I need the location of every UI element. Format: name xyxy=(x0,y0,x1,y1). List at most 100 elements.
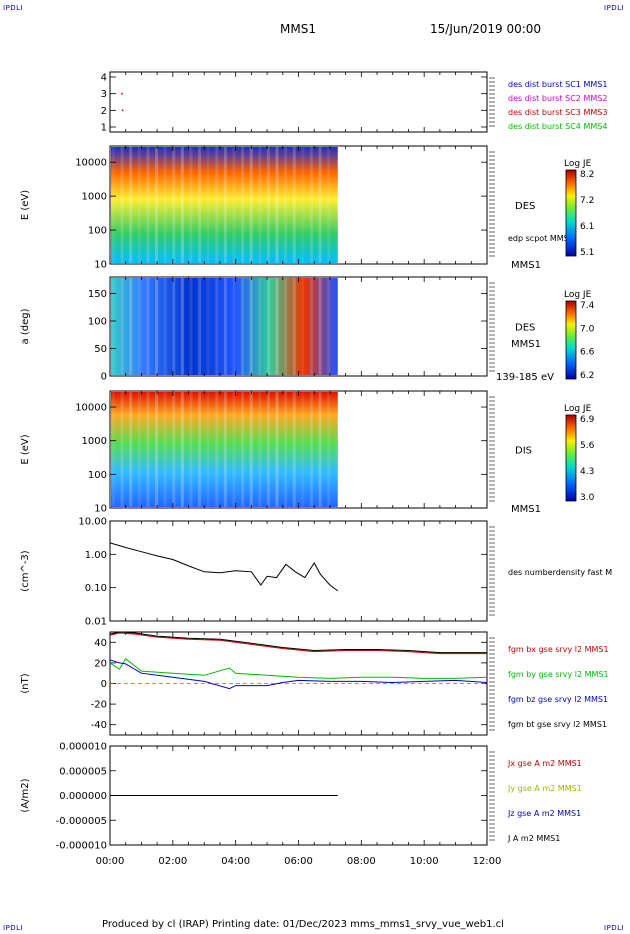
header-date: 15/Jun/2019 00:00 xyxy=(430,22,542,36)
colorbar-tick-label: 7.2 xyxy=(580,196,594,206)
heatmap-stripe xyxy=(301,147,305,263)
colorbar-3 xyxy=(565,414,577,502)
heatmap-stripe xyxy=(223,147,227,263)
colorbar-tick-label: 6.1 xyxy=(580,222,594,232)
heatmap-stripe xyxy=(155,147,159,263)
y-tick-label: 50 xyxy=(94,344,107,355)
heatmap-stripe xyxy=(241,147,245,263)
series-legend-6-2: Jz gse A m2 MMS1 xyxy=(507,809,581,818)
heatmap-stripe xyxy=(180,278,184,375)
series-legend-6-1: Jy gse A m2 MMS1 xyxy=(507,784,582,793)
heatmap-stripe xyxy=(327,147,331,263)
series-line-5-0 xyxy=(109,632,487,655)
series-legend-5-2: fgm bz gse srvy l2 MMS1 xyxy=(508,695,608,704)
heatmap-stripe xyxy=(327,392,331,507)
heatmap-stripe xyxy=(266,392,270,507)
heatmap-stripe xyxy=(129,392,133,507)
time-tick-label: 10:00 xyxy=(410,856,439,867)
heatmap-stripe xyxy=(309,278,313,375)
heatmap-stripe xyxy=(292,392,296,507)
heatmap-stripe xyxy=(309,392,313,507)
heatmap-stripe xyxy=(232,392,236,507)
colorbar-tick-label: 8.2 xyxy=(580,170,594,180)
heatmap-stripe xyxy=(120,147,124,263)
y-tick-label: 0.000010 xyxy=(59,742,107,753)
y-tick-label: 0 xyxy=(101,372,107,383)
heatmap-stripe xyxy=(284,278,288,375)
series-legend-5-0: fgm bx gse srvy l2 MMS1 xyxy=(508,645,609,654)
series-legend-5-3: fgm bt gse srvy l2 MMS1 xyxy=(508,720,607,729)
heatmap-stripe xyxy=(137,392,141,507)
heatmap-stripe xyxy=(189,392,193,507)
heatmap-stripe xyxy=(241,392,245,507)
heatmap-stripe xyxy=(223,278,227,375)
heatmap-stripe xyxy=(206,147,210,263)
y-tick-label: 0.000005 xyxy=(59,766,107,777)
time-tick-label: 04:00 xyxy=(221,856,250,867)
heatmap-stripe xyxy=(146,278,150,375)
heatmap-stripe xyxy=(129,147,133,263)
series-legend-6-3: J A m2 MMS1 xyxy=(507,834,560,843)
y-tick-label: -20 xyxy=(91,700,107,711)
heatmap-stripe xyxy=(155,392,159,507)
y-tick-label: 10 xyxy=(94,504,107,515)
heatmap-stripe xyxy=(249,147,253,263)
colorbar-tick-label: 5.1 xyxy=(580,248,594,258)
series-legend-5-1: fgm by gse srvy l2 MMS1 xyxy=(508,670,609,679)
scatter-point-0 xyxy=(121,92,123,95)
heatmap-stripe xyxy=(301,278,305,375)
y-tick-label: 1000 xyxy=(82,436,107,447)
y-axis-label: (cm^-3) xyxy=(20,550,31,591)
header-spacecraft: MMS1 xyxy=(280,22,316,36)
y-tick-label: 2 xyxy=(101,106,107,117)
heatmap-stripe xyxy=(309,147,313,263)
heatmap-stripe xyxy=(249,392,253,507)
y-tick-label: -0.000010 xyxy=(56,841,107,852)
heatmap-stripe xyxy=(275,147,279,263)
series-line-5-3 xyxy=(109,631,487,654)
panel-label-3: DIS xyxy=(515,446,532,457)
y-tick-label: 100 xyxy=(88,470,107,481)
colorbar-tick-label: 4.3 xyxy=(580,467,594,477)
time-tick-label: 00:00 xyxy=(96,856,125,867)
panel-label-1: DES xyxy=(515,201,535,212)
y-axis-label: E (eV) xyxy=(20,434,31,464)
y-tick-label: -0.000005 xyxy=(56,816,107,827)
y-axis-label: (A/m2) xyxy=(20,778,31,812)
time-tick-label: 12:00 xyxy=(473,856,502,867)
heatmap-stripe xyxy=(172,278,176,375)
heatmap-stripe xyxy=(284,147,288,263)
heatmap-fill-3 xyxy=(111,392,338,507)
panel-sublabel-3: MMS1 xyxy=(511,504,541,515)
heatmap-stripe xyxy=(206,278,210,375)
series-legend-6-0: Jx gse A m2 MMS1 xyxy=(507,759,582,768)
colorbar-title-3: Log JE xyxy=(564,404,592,414)
heatmap-stripe xyxy=(258,147,262,263)
heatmap-stripe xyxy=(163,392,167,507)
colorbar-title-1: Log JE xyxy=(564,159,592,169)
time-tick-label: 08:00 xyxy=(347,856,376,867)
heatmap-stripe xyxy=(275,392,279,507)
heatmap-stripe xyxy=(232,147,236,263)
corner-label-tl: IPDLI xyxy=(3,4,24,12)
series-legend-4-0: des numberdensity fast M xyxy=(508,568,612,577)
heatmap-stripe xyxy=(327,278,331,375)
heatmap-stripe xyxy=(112,147,115,263)
series-line-4-0 xyxy=(109,542,339,592)
heatmap-stripe xyxy=(172,147,176,263)
heatmap-stripe xyxy=(198,392,202,507)
heatmap-stripe xyxy=(198,278,202,375)
colorbar-tick-label: 3.0 xyxy=(580,493,595,503)
heatmap-stripe xyxy=(318,392,322,507)
corner-label-bl: IPDLI xyxy=(3,924,24,932)
heatmap-stripe xyxy=(318,278,322,375)
heatmap-stripe xyxy=(120,392,124,507)
heatmap-stripe xyxy=(180,147,184,263)
heatmap-stripe xyxy=(266,278,270,375)
heatmap-stripe xyxy=(180,392,184,507)
heatmap-stripe xyxy=(318,147,322,263)
y-axis-label: E (eV) xyxy=(20,190,31,220)
y-tick-label: 4 xyxy=(101,73,107,84)
time-tick-label: 02:00 xyxy=(158,856,187,867)
